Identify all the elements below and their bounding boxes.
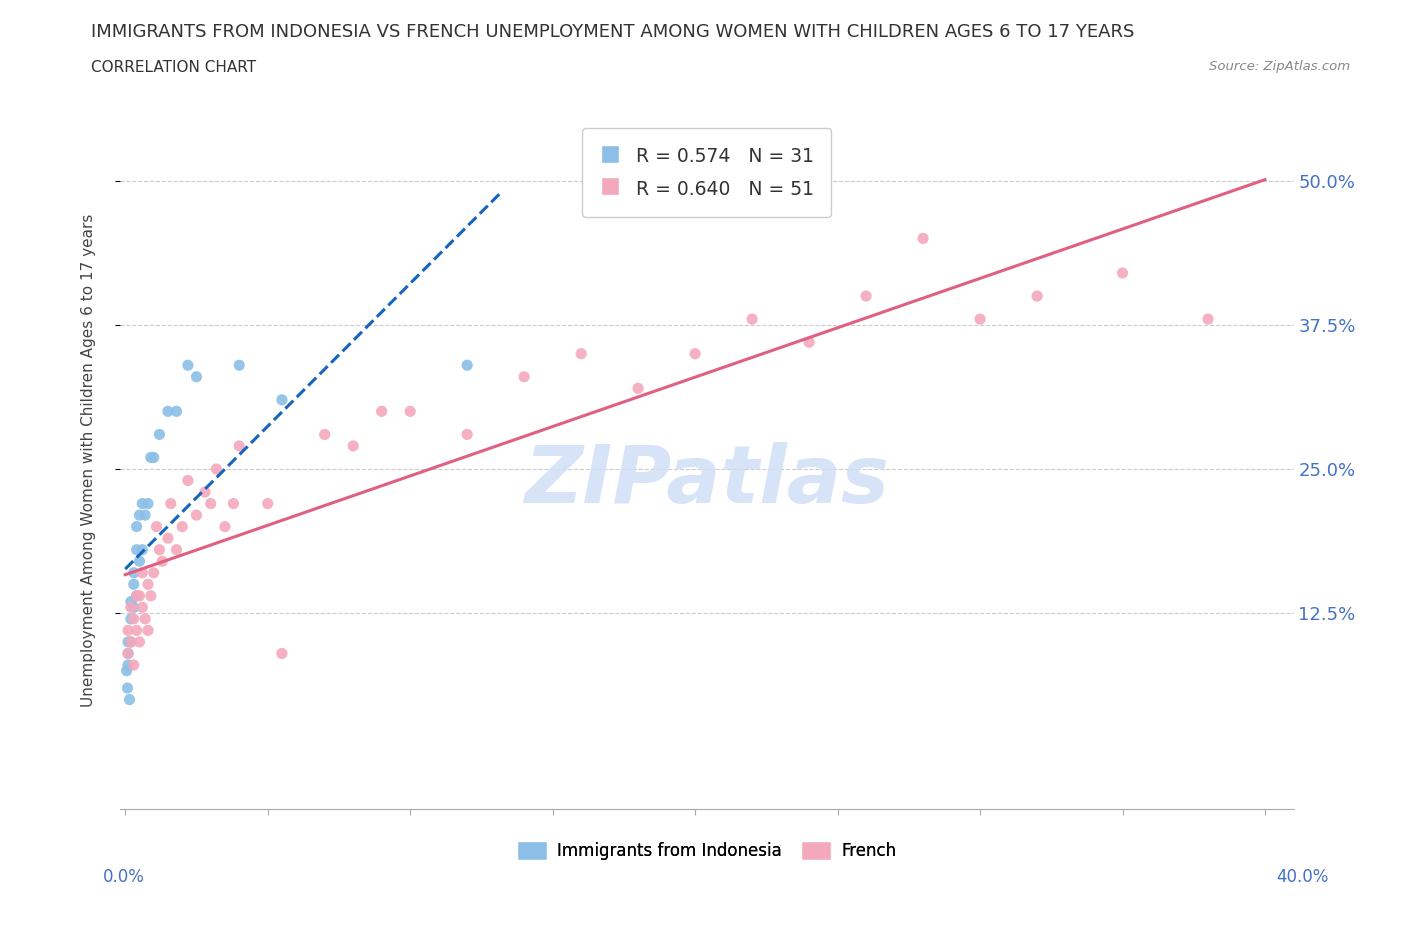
Point bbox=[125, 519, 148, 534]
Point bbox=[131, 600, 153, 615]
Point bbox=[271, 392, 294, 407]
Point bbox=[166, 542, 188, 557]
Point bbox=[128, 508, 150, 523]
Point bbox=[228, 439, 250, 454]
Point bbox=[136, 577, 159, 591]
Point bbox=[117, 646, 139, 661]
Point bbox=[159, 496, 181, 511]
Point bbox=[131, 542, 153, 557]
Point bbox=[117, 646, 139, 661]
Point bbox=[370, 404, 392, 418]
Point bbox=[256, 496, 278, 511]
Point bbox=[118, 692, 141, 707]
Point bbox=[125, 623, 148, 638]
Point bbox=[139, 450, 162, 465]
Point bbox=[177, 473, 200, 488]
Point bbox=[145, 519, 167, 534]
Y-axis label: Unemployment Among Women with Children Ages 6 to 17 years: Unemployment Among Women with Children A… bbox=[82, 214, 96, 707]
Point bbox=[128, 589, 150, 604]
Point bbox=[456, 427, 478, 442]
Point bbox=[139, 589, 162, 604]
Point bbox=[797, 335, 820, 350]
Point bbox=[136, 623, 159, 638]
Point bbox=[136, 496, 159, 511]
Point bbox=[194, 485, 217, 499]
Point bbox=[156, 404, 179, 418]
Point bbox=[142, 450, 165, 465]
Point bbox=[228, 358, 250, 373]
Point bbox=[186, 369, 208, 384]
Point bbox=[131, 565, 153, 580]
Point bbox=[399, 404, 422, 418]
Point bbox=[125, 542, 148, 557]
Point bbox=[969, 312, 991, 326]
Point bbox=[120, 634, 142, 649]
Point bbox=[912, 231, 935, 246]
Point bbox=[134, 508, 156, 523]
Text: ZIPatlas: ZIPatlas bbox=[524, 443, 889, 520]
Point bbox=[120, 634, 142, 649]
Text: 0.0%: 0.0% bbox=[103, 868, 145, 885]
Point bbox=[200, 496, 222, 511]
Point bbox=[222, 496, 245, 511]
Point bbox=[148, 542, 170, 557]
Point bbox=[120, 600, 142, 615]
Point bbox=[120, 611, 142, 626]
Point bbox=[741, 312, 763, 326]
Point bbox=[142, 565, 165, 580]
Point bbox=[125, 589, 148, 604]
Point bbox=[342, 439, 364, 454]
Point bbox=[148, 427, 170, 442]
Point bbox=[456, 358, 478, 373]
Point bbox=[214, 519, 236, 534]
Point bbox=[271, 646, 294, 661]
Point bbox=[122, 577, 145, 591]
Point bbox=[122, 600, 145, 615]
Point bbox=[314, 427, 336, 442]
Point bbox=[115, 663, 138, 678]
Point bbox=[569, 346, 592, 361]
Text: 40.0%: 40.0% bbox=[1277, 868, 1329, 885]
Point bbox=[117, 634, 139, 649]
Point bbox=[117, 658, 139, 672]
Point bbox=[513, 369, 536, 384]
Point bbox=[855, 288, 877, 303]
Point bbox=[117, 681, 139, 696]
Point bbox=[172, 519, 194, 534]
Text: CORRELATION CHART: CORRELATION CHART bbox=[91, 60, 256, 75]
Point bbox=[122, 658, 145, 672]
Point bbox=[166, 404, 188, 418]
Point bbox=[627, 381, 650, 396]
Point bbox=[177, 358, 200, 373]
Point bbox=[117, 623, 139, 638]
Point bbox=[1026, 288, 1049, 303]
Text: IMMIGRANTS FROM INDONESIA VS FRENCH UNEMPLOYMENT AMONG WOMEN WITH CHILDREN AGES : IMMIGRANTS FROM INDONESIA VS FRENCH UNEM… bbox=[91, 23, 1135, 41]
Point bbox=[131, 496, 153, 511]
Text: Source: ZipAtlas.com: Source: ZipAtlas.com bbox=[1209, 60, 1350, 73]
Point bbox=[122, 611, 145, 626]
Point bbox=[128, 634, 150, 649]
Legend: Immigrants from Indonesia, French: Immigrants from Indonesia, French bbox=[510, 834, 903, 867]
Point bbox=[1197, 312, 1219, 326]
Point bbox=[205, 461, 228, 476]
Point bbox=[128, 553, 150, 568]
Point bbox=[125, 589, 148, 604]
Point bbox=[1111, 266, 1133, 281]
Point bbox=[186, 508, 208, 523]
Point bbox=[134, 611, 156, 626]
Point bbox=[122, 565, 145, 580]
Point bbox=[683, 346, 706, 361]
Point bbox=[150, 553, 173, 568]
Point bbox=[156, 531, 179, 546]
Point bbox=[120, 594, 142, 609]
